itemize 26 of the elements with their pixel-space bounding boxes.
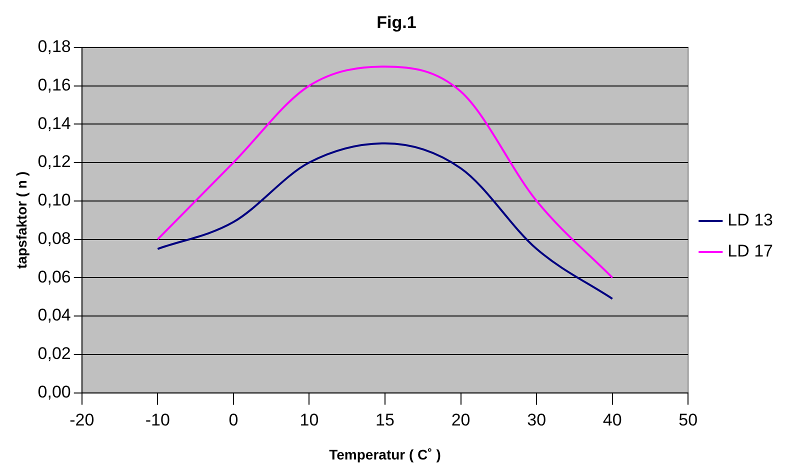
y-tick-label: 0,12 [38, 152, 71, 172]
y-tick-label: 0,00 [38, 382, 71, 402]
x-axis-title: Temperatur ( C˚ ) [329, 446, 441, 462]
y-tick-label: 0,14 [38, 114, 71, 133]
y-axis-title: tapsfaktor ( n ) [13, 171, 30, 269]
x-tick-label: 10 [300, 410, 319, 430]
x-tick-label: 50 [678, 410, 698, 430]
y-tick-label: 0,16 [38, 75, 71, 94]
y-tick-label: 0,18 [38, 37, 71, 56]
y-tick-label: 0,06 [38, 267, 71, 286]
line-series [156, 66, 614, 279]
x-tick-label: -20 [70, 410, 94, 430]
x-tick-label: 15 [376, 410, 394, 430]
y-tick-label: 0,10 [38, 190, 71, 210]
x-tick-label: 40 [602, 410, 622, 430]
legend-label: LD 13 [728, 210, 774, 230]
x-tick-label: 20 [451, 410, 470, 430]
line-series [156, 142, 614, 300]
y-tick-label: 0,08 [38, 228, 71, 248]
y-tick-label: 0,02 [38, 344, 71, 364]
x-tick-label: 0 [228, 410, 238, 430]
y-tick-label: 0,04 [38, 306, 71, 325]
x-tick-label: -10 [145, 410, 170, 430]
legend-label: LD 17 [728, 242, 774, 261]
x-tick-label: 30 [527, 410, 546, 430]
chart-title: Fig.1 [376, 12, 416, 32]
